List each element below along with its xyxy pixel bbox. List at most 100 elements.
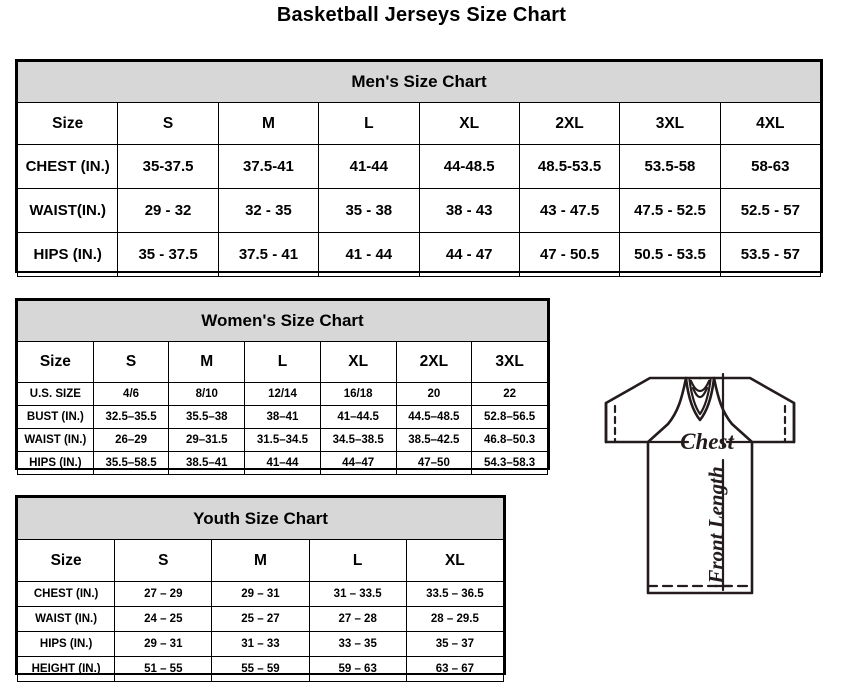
mens-waist-xl: 38 - 43 xyxy=(418,188,520,233)
youth-height-l: 59 – 63 xyxy=(308,656,407,682)
mens-col-header-4xl: 4XL xyxy=(719,102,822,145)
womens-size-chart: Women's Size Chart Size S M L XL 2XL 3XL… xyxy=(15,298,550,475)
womens-ussize-m: 8/10 xyxy=(168,382,246,406)
table-row: WAIST (IN.) 24 – 25 25 – 27 27 – 28 28 –… xyxy=(16,606,505,632)
mens-row-label-waist: WAIST(IN.) xyxy=(16,188,119,233)
mens-waist-l: 35 - 38 xyxy=(318,188,420,233)
table-row: HIPS (IN.) 35 - 37.5 37.5 - 41 41 - 44 4… xyxy=(16,232,822,277)
womens-ussize-l: 12/14 xyxy=(244,382,321,406)
womens-waist-m: 29–31.5 xyxy=(168,428,246,452)
mens-hips-m: 37.5 - 41 xyxy=(217,232,320,277)
mens-chest-m: 37.5-41 xyxy=(217,144,320,189)
mens-col-header-m: M xyxy=(217,102,320,145)
table-row: CHEST (IN.) 27 – 29 29 – 31 31 – 33.5 33… xyxy=(16,581,505,607)
womens-hips-3xl: 54.3–58.3 xyxy=(471,451,548,475)
mens-waist-4xl: 52.5 - 57 xyxy=(719,188,822,233)
womens-bust-l: 38–41 xyxy=(244,405,321,429)
womens-band-row: Women's Size Chart xyxy=(17,300,548,342)
table-row: HIPS (IN.) 35.5–58.5 38.5–41 41–44 44–47… xyxy=(17,451,548,475)
mens-hips-3xl: 50.5 - 53.5 xyxy=(619,232,721,277)
mens-band-row: Men's Size Chart xyxy=(17,61,821,103)
womens-row-label-us-size: U.S. SIZE xyxy=(17,382,94,406)
youth-waist-m: 25 – 27 xyxy=(211,606,310,632)
youth-size-table: Youth Size Chart Size S M L XL CHEST (IN… xyxy=(16,497,505,682)
youth-row-label-waist: WAIST (IN.) xyxy=(16,606,116,632)
youth-height-m: 55 – 59 xyxy=(211,656,310,682)
womens-bust-2xl: 44.5–48.5 xyxy=(395,405,473,429)
youth-hips-m: 31 – 33 xyxy=(211,631,310,657)
youth-chest-m: 29 – 31 xyxy=(211,581,310,607)
womens-ussize-3xl: 22 xyxy=(471,382,548,406)
table-row: WAIST (IN.) 26–29 29–31.5 31.5–34.5 34.5… xyxy=(17,428,548,452)
womens-header-row: Size S M L XL 2XL 3XL xyxy=(17,341,548,383)
womens-waist-s: 26–29 xyxy=(92,428,170,452)
womens-row-label-waist: WAIST (IN.) xyxy=(17,428,94,452)
womens-bust-s: 32.5–35.5 xyxy=(92,405,170,429)
mens-waist-m: 32 - 35 xyxy=(217,188,320,233)
womens-col-header-s: S xyxy=(92,341,170,383)
youth-chest-xl: 33.5 – 36.5 xyxy=(405,581,505,607)
youth-hips-xl: 35 – 37 xyxy=(405,631,505,657)
chest-dimension-label: Chest xyxy=(680,429,734,454)
womens-bust-3xl: 52.8–56.5 xyxy=(471,405,548,429)
mens-hips-l: 41 - 44 xyxy=(318,232,420,277)
mens-chest-l: 41-44 xyxy=(318,144,420,189)
mens-row-label-hips: HIPS (IN.) xyxy=(16,232,119,277)
mens-header-row: Size S M L XL 2XL 3XL 4XL xyxy=(16,102,822,145)
mens-waist-s: 29 - 32 xyxy=(117,188,219,233)
youth-hips-l: 33 – 35 xyxy=(308,631,407,657)
page-title: Basketball Jerseys Size Chart xyxy=(276,4,567,26)
womens-hips-2xl: 47–50 xyxy=(395,451,473,475)
youth-row-label-hips: HIPS (IN.) xyxy=(16,631,116,657)
womens-waist-xl: 34.5–38.5 xyxy=(319,428,397,452)
jersey-body xyxy=(646,440,754,595)
womens-row-label-hips: HIPS (IN.) xyxy=(17,451,94,475)
basketball-jersey-measurement-diagram: Chest Front Length xyxy=(560,350,840,640)
mens-hips-2xl: 47 - 50.5 xyxy=(518,232,621,277)
youth-height-s: 51 – 55 xyxy=(114,656,213,682)
v-neck-middle xyxy=(688,378,712,416)
youth-col-header-l: L xyxy=(308,539,407,582)
table-row: BUST (IN.) 32.5–35.5 35.5–38 38–41 41–44… xyxy=(17,405,548,429)
mens-chest-2xl: 48.5-53.5 xyxy=(518,144,621,189)
mens-col-header-3xl: 3XL xyxy=(619,102,721,145)
youth-waist-l: 27 – 28 xyxy=(308,606,407,632)
youth-band-row: Youth Size Chart xyxy=(17,497,504,540)
womens-col-header-xl: XL xyxy=(319,341,397,383)
womens-hips-l: 41–44 xyxy=(244,451,321,475)
youth-waist-s: 24 – 25 xyxy=(114,606,213,632)
womens-size-table: Women's Size Chart Size S M L XL 2XL 3XL… xyxy=(17,300,548,475)
youth-chart-title: Youth Size Chart xyxy=(17,497,504,540)
youth-col-header-size: Size xyxy=(16,539,116,582)
youth-row-label-height: HEIGHT (IN.) xyxy=(16,656,116,682)
womens-waist-2xl: 38.5–42.5 xyxy=(395,428,473,452)
womens-chart-title: Women's Size Chart xyxy=(17,300,548,342)
mens-col-header-size: Size xyxy=(16,102,119,145)
mens-hips-s: 35 - 37.5 xyxy=(117,232,219,277)
youth-chest-l: 31 – 33.5 xyxy=(308,581,407,607)
mens-waist-2xl: 43 - 47.5 xyxy=(518,188,621,233)
mens-row-label-chest: CHEST (IN.) xyxy=(16,144,119,189)
mens-size-chart: Men's Size Chart Size S M L XL 2XL 3XL 4… xyxy=(15,59,823,277)
youth-waist-xl: 28 – 29.5 xyxy=(405,606,505,632)
womens-col-header-l: L xyxy=(244,341,321,383)
womens-col-header-m: M xyxy=(168,341,246,383)
youth-row-label-chest: CHEST (IN.) xyxy=(16,581,116,607)
v-neck-inner-arc-1 xyxy=(689,379,711,393)
youth-height-xl: 63 – 67 xyxy=(405,656,505,682)
mens-col-header-2xl: 2XL xyxy=(518,102,621,145)
womens-waist-l: 31.5–34.5 xyxy=(244,428,321,452)
womens-col-header-3xl: 3XL xyxy=(471,341,548,383)
mens-size-table: Men's Size Chart Size S M L XL 2XL 3XL 4… xyxy=(16,61,822,277)
mens-chart-title: Men's Size Chart xyxy=(17,61,821,103)
mens-chest-4xl: 58-63 xyxy=(719,144,822,189)
youth-size-chart: Youth Size Chart Size S M L XL CHEST (IN… xyxy=(15,495,506,682)
womens-col-header-2xl: 2XL xyxy=(395,341,473,383)
mens-col-header-xl: XL xyxy=(418,102,520,145)
front-length-dimension-label: Front Length xyxy=(704,466,728,584)
womens-col-header-size: Size xyxy=(17,341,94,383)
left-sleeve xyxy=(604,376,688,444)
womens-ussize-s: 4/6 xyxy=(92,382,170,406)
womens-ussize-xl: 16/18 xyxy=(319,382,397,406)
v-neck-outer xyxy=(684,376,716,422)
